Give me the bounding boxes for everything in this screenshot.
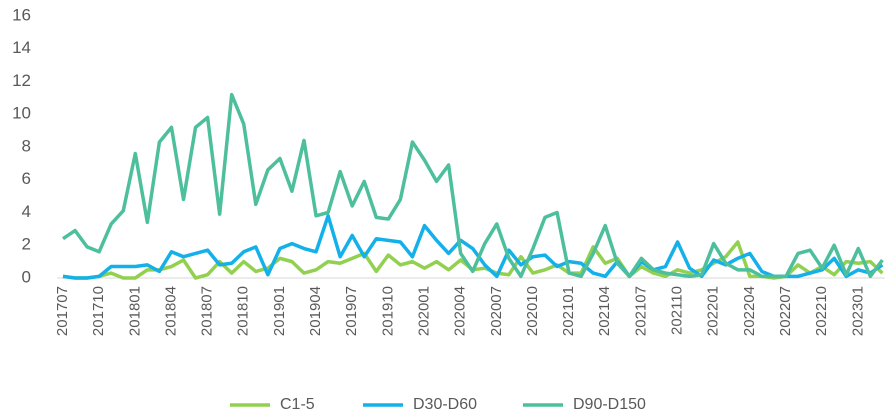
x-tick-label: 201807 bbox=[199, 286, 216, 336]
x-tick-label: 202007 bbox=[488, 286, 505, 336]
y-tick-label: 4 bbox=[22, 202, 31, 221]
x-tick-label: 202204 bbox=[741, 286, 758, 336]
x-tick-label: 201901 bbox=[271, 286, 288, 336]
x-tick-label: 202104 bbox=[596, 286, 613, 336]
legend-label: D90-D150 bbox=[573, 396, 646, 413]
x-tick-label: 201707 bbox=[54, 286, 71, 336]
y-tick-label: 0 bbox=[22, 267, 31, 286]
x-tick-label: 202010 bbox=[524, 286, 541, 336]
x-tick-label: 201904 bbox=[307, 286, 324, 336]
x-tick-label: 202101 bbox=[560, 286, 577, 336]
x-tick-label: 201810 bbox=[235, 286, 252, 336]
x-tick-label: 202107 bbox=[632, 286, 649, 336]
line-series bbox=[62, 214, 884, 280]
x-tick-label: 202004 bbox=[452, 286, 469, 336]
y-tick-label: 6 bbox=[22, 169, 31, 188]
line-series bbox=[62, 92, 884, 279]
x-tick-label: 202210 bbox=[813, 286, 830, 336]
legend-label: C1-5 bbox=[280, 396, 315, 413]
x-tick-label: 201710 bbox=[90, 286, 107, 336]
legend-label: D30-D60 bbox=[413, 396, 477, 413]
y-tick-label: 12 bbox=[12, 71, 31, 90]
x-tick-label: 201801 bbox=[126, 286, 143, 336]
x-tick-label: 202001 bbox=[415, 286, 432, 336]
y-tick-label: 8 bbox=[22, 136, 31, 155]
x-tick-label: 202301 bbox=[849, 286, 866, 336]
y-tick-label: 2 bbox=[22, 235, 31, 254]
x-tick-label: 202201 bbox=[705, 286, 722, 336]
x-tick-label: 201910 bbox=[379, 286, 396, 336]
x-tick-label: 202110 bbox=[669, 286, 686, 335]
y-tick-label: 16 bbox=[12, 5, 31, 24]
y-tick-label: 14 bbox=[12, 38, 31, 57]
x-tick-label: 201804 bbox=[162, 286, 179, 336]
y-tick-label: 10 bbox=[12, 104, 31, 123]
x-tick-label: 201907 bbox=[343, 286, 360, 336]
x-tick-label: 202207 bbox=[777, 286, 794, 336]
